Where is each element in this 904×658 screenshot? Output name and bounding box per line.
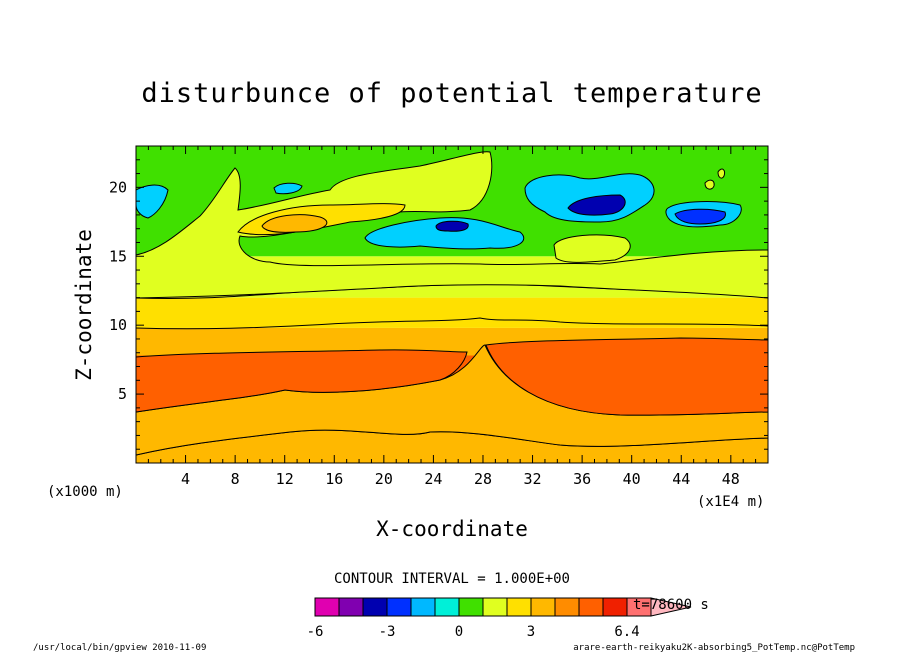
contour-line bbox=[717, 168, 725, 179]
x-tick-label: 8 bbox=[231, 470, 240, 488]
footer-left: /usr/local/bin/gpview 2010-11-09 bbox=[33, 643, 206, 653]
contour-line bbox=[674, 208, 726, 225]
colorbar: -6 -3 0 3 6.4 bbox=[307, 597, 692, 640]
contour-line bbox=[136, 349, 468, 413]
x-tick-label: 36 bbox=[573, 470, 591, 488]
x-unit-label: (x1E4 m) bbox=[697, 494, 764, 510]
chart-title: disturbunce of potential temperature bbox=[141, 78, 762, 109]
colorbar-tick-label: -3 bbox=[379, 624, 396, 640]
colorbar-box bbox=[314, 597, 340, 617]
colorbar-box bbox=[338, 597, 364, 617]
colorbar-box bbox=[554, 597, 580, 617]
x-axis-label: X-coordinate bbox=[376, 517, 528, 541]
colorbar-arrow bbox=[650, 597, 692, 617]
contour-line bbox=[136, 317, 768, 330]
contour-line bbox=[261, 214, 328, 233]
colorbar-box bbox=[386, 597, 412, 617]
x-tick-label: 20 bbox=[375, 470, 393, 488]
colorbar-box bbox=[506, 597, 532, 617]
x-tick-label: 44 bbox=[672, 470, 690, 488]
colorbar-box bbox=[578, 597, 604, 617]
colorbar-box bbox=[362, 597, 388, 617]
contour-line bbox=[567, 194, 626, 216]
x-tick-label: 48 bbox=[722, 470, 740, 488]
layer-band bbox=[136, 297, 768, 328]
time-label: t=78600 s bbox=[633, 597, 709, 613]
x-tick-label: 40 bbox=[623, 470, 641, 488]
x-tick-label: 32 bbox=[524, 470, 542, 488]
colorbar-box bbox=[602, 597, 628, 617]
y-tick-label: 5 bbox=[118, 385, 127, 403]
contour-features bbox=[136, 151, 768, 463]
y-tick-label: 20 bbox=[109, 178, 127, 196]
contour-line bbox=[364, 217, 525, 250]
colorbar-box bbox=[482, 597, 508, 617]
contour-line bbox=[435, 220, 469, 232]
colorbar-box bbox=[410, 597, 436, 617]
colorbar-tick-label: 0 bbox=[455, 624, 463, 640]
y-tick-label: 15 bbox=[109, 247, 127, 265]
y-unit-label: (x1000 m) bbox=[47, 484, 123, 500]
colorbar-box bbox=[458, 597, 484, 617]
colorbar-tick-label: 3 bbox=[527, 624, 535, 640]
x-tick-label: 12 bbox=[276, 470, 294, 488]
y-tick-label: 10 bbox=[109, 316, 127, 334]
y-axis-label: Z-coordinate bbox=[72, 229, 96, 381]
plot-area bbox=[136, 146, 768, 463]
contour-line bbox=[704, 179, 715, 190]
contour-interval-label: CONTOUR INTERVAL = 1.000E+00 bbox=[334, 571, 570, 587]
x-tick-label: 4 bbox=[181, 470, 190, 488]
contour-line bbox=[553, 234, 631, 263]
footer-right: arare-earth-reikyaku2K-absorbing5_PotTem… bbox=[573, 643, 855, 653]
colorbar-tick-label: 6.4 bbox=[614, 624, 639, 640]
x-tick-label: 28 bbox=[474, 470, 492, 488]
colorbar-tick-label: -6 bbox=[307, 624, 324, 640]
x-tick-label: 24 bbox=[424, 470, 442, 488]
x-tick-label: 16 bbox=[325, 470, 343, 488]
contour-line bbox=[136, 184, 169, 219]
colorbar-box bbox=[434, 597, 460, 617]
colorbar-box bbox=[530, 597, 556, 617]
contour-line bbox=[273, 182, 303, 195]
plot-frame bbox=[135, 145, 769, 464]
